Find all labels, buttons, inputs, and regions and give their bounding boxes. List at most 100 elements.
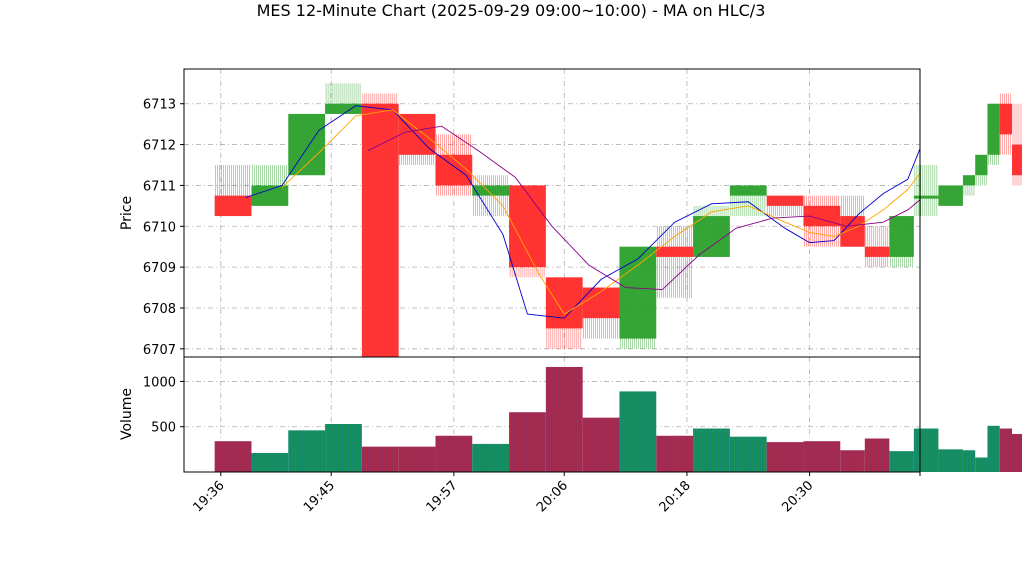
price-ytick-label: 6711 [143,179,176,194]
price-ytick-label: 6712 [143,139,176,154]
candle-body [693,216,730,257]
candle [398,113,436,165]
candle [840,195,865,247]
candle-body [251,185,289,206]
candle [472,175,510,217]
volume-bar [987,425,1000,472]
candle-body [938,185,963,206]
candle-body [214,195,252,217]
candle [913,165,939,217]
price-ytick-label: 6713 [143,98,176,113]
volume-bar [214,441,252,472]
candle [214,165,252,217]
volume-ytick-label: 1000 [143,375,176,390]
xtick-label: 19:36 [191,478,228,515]
volume-ytick-label: 500 [151,421,176,436]
candle [435,134,473,196]
candle-body [398,113,436,155]
candle [582,287,620,339]
volume-bar [398,446,436,472]
candle-body [545,277,583,329]
ma-slow-line [367,125,921,291]
volume-bar [509,412,546,472]
candle-body [325,103,362,114]
candle [656,226,694,298]
candle [938,185,963,206]
volume-bar [803,441,841,472]
candle [1012,103,1022,186]
xtick-label: 20:06 [534,478,571,515]
candle-body [729,185,767,196]
candle-body [619,246,657,339]
volume-bar [582,417,620,472]
volume-bar [1012,433,1022,472]
candle-body [509,185,546,268]
candle [803,195,841,247]
x-axis: 19:36 19:45 19:57 20:06 20:18 20:30 [191,472,921,515]
ma-fast-line [245,105,921,319]
xtick-label: 19:45 [301,478,338,515]
volume-bar [864,438,890,472]
candle [288,113,326,176]
candle-body [288,113,326,176]
candle-body [975,154,988,176]
volume-bar [435,435,473,472]
price-panel: 6707 6708 6709 6710 6711 6712 6713 Price [119,68,1022,358]
volume-bar [962,450,976,472]
volume-bar [729,436,767,472]
volume-bar [938,449,963,472]
candle [509,185,546,278]
candle [545,277,583,349]
candle [987,103,1000,165]
candle [766,195,804,217]
candle [975,154,988,186]
candle-body [766,195,804,206]
price-ytick-label: 6708 [143,302,176,317]
volume-bar [840,450,865,472]
price-ytick-label: 6710 [143,220,176,235]
volume-bar [619,391,657,472]
volume-bar [325,424,362,472]
candle-body [987,103,1000,155]
candle-body [361,103,399,357]
candle-body [962,175,976,186]
xtick-label: 20:18 [657,478,694,515]
volume-bar [913,428,939,472]
candle [729,185,767,217]
candle [361,93,399,357]
candle [999,93,1012,155]
volume-bar [545,366,583,472]
candle-body [999,103,1012,135]
candle [889,216,914,268]
candle-body [1012,144,1022,176]
candle [619,246,657,349]
candle-body [472,185,510,196]
volume-bar [693,428,730,472]
volume-panel-frame [183,356,921,473]
candle-body [803,205,841,227]
candle [251,165,289,206]
volume-bar [889,451,914,472]
candle-body [864,246,890,257]
volume-bar [975,457,988,472]
volume-panel: 500 1000 Volume [119,356,1022,473]
price-ytick-label: 6709 [143,261,176,276]
candle [864,226,890,268]
volume-ylabel: Volume [119,388,135,440]
chart-title: MES 12-Minute Chart (2025-09-29 09:00~10… [257,1,766,20]
volume-bar [251,452,289,472]
candle-body [435,154,473,186]
xtick-label: 19:57 [424,478,461,515]
candle-body [889,216,914,257]
volume-bar [766,442,804,472]
price-ytick-label: 6707 [143,343,176,358]
candle [693,205,730,257]
volume-bar [472,443,510,472]
candle [962,175,976,196]
volume-bar [656,435,694,472]
ma-mid-line [281,109,921,315]
price-ylabel: Price [119,196,135,230]
xtick-label: 20:30 [779,478,816,515]
volume-bar [999,428,1012,472]
